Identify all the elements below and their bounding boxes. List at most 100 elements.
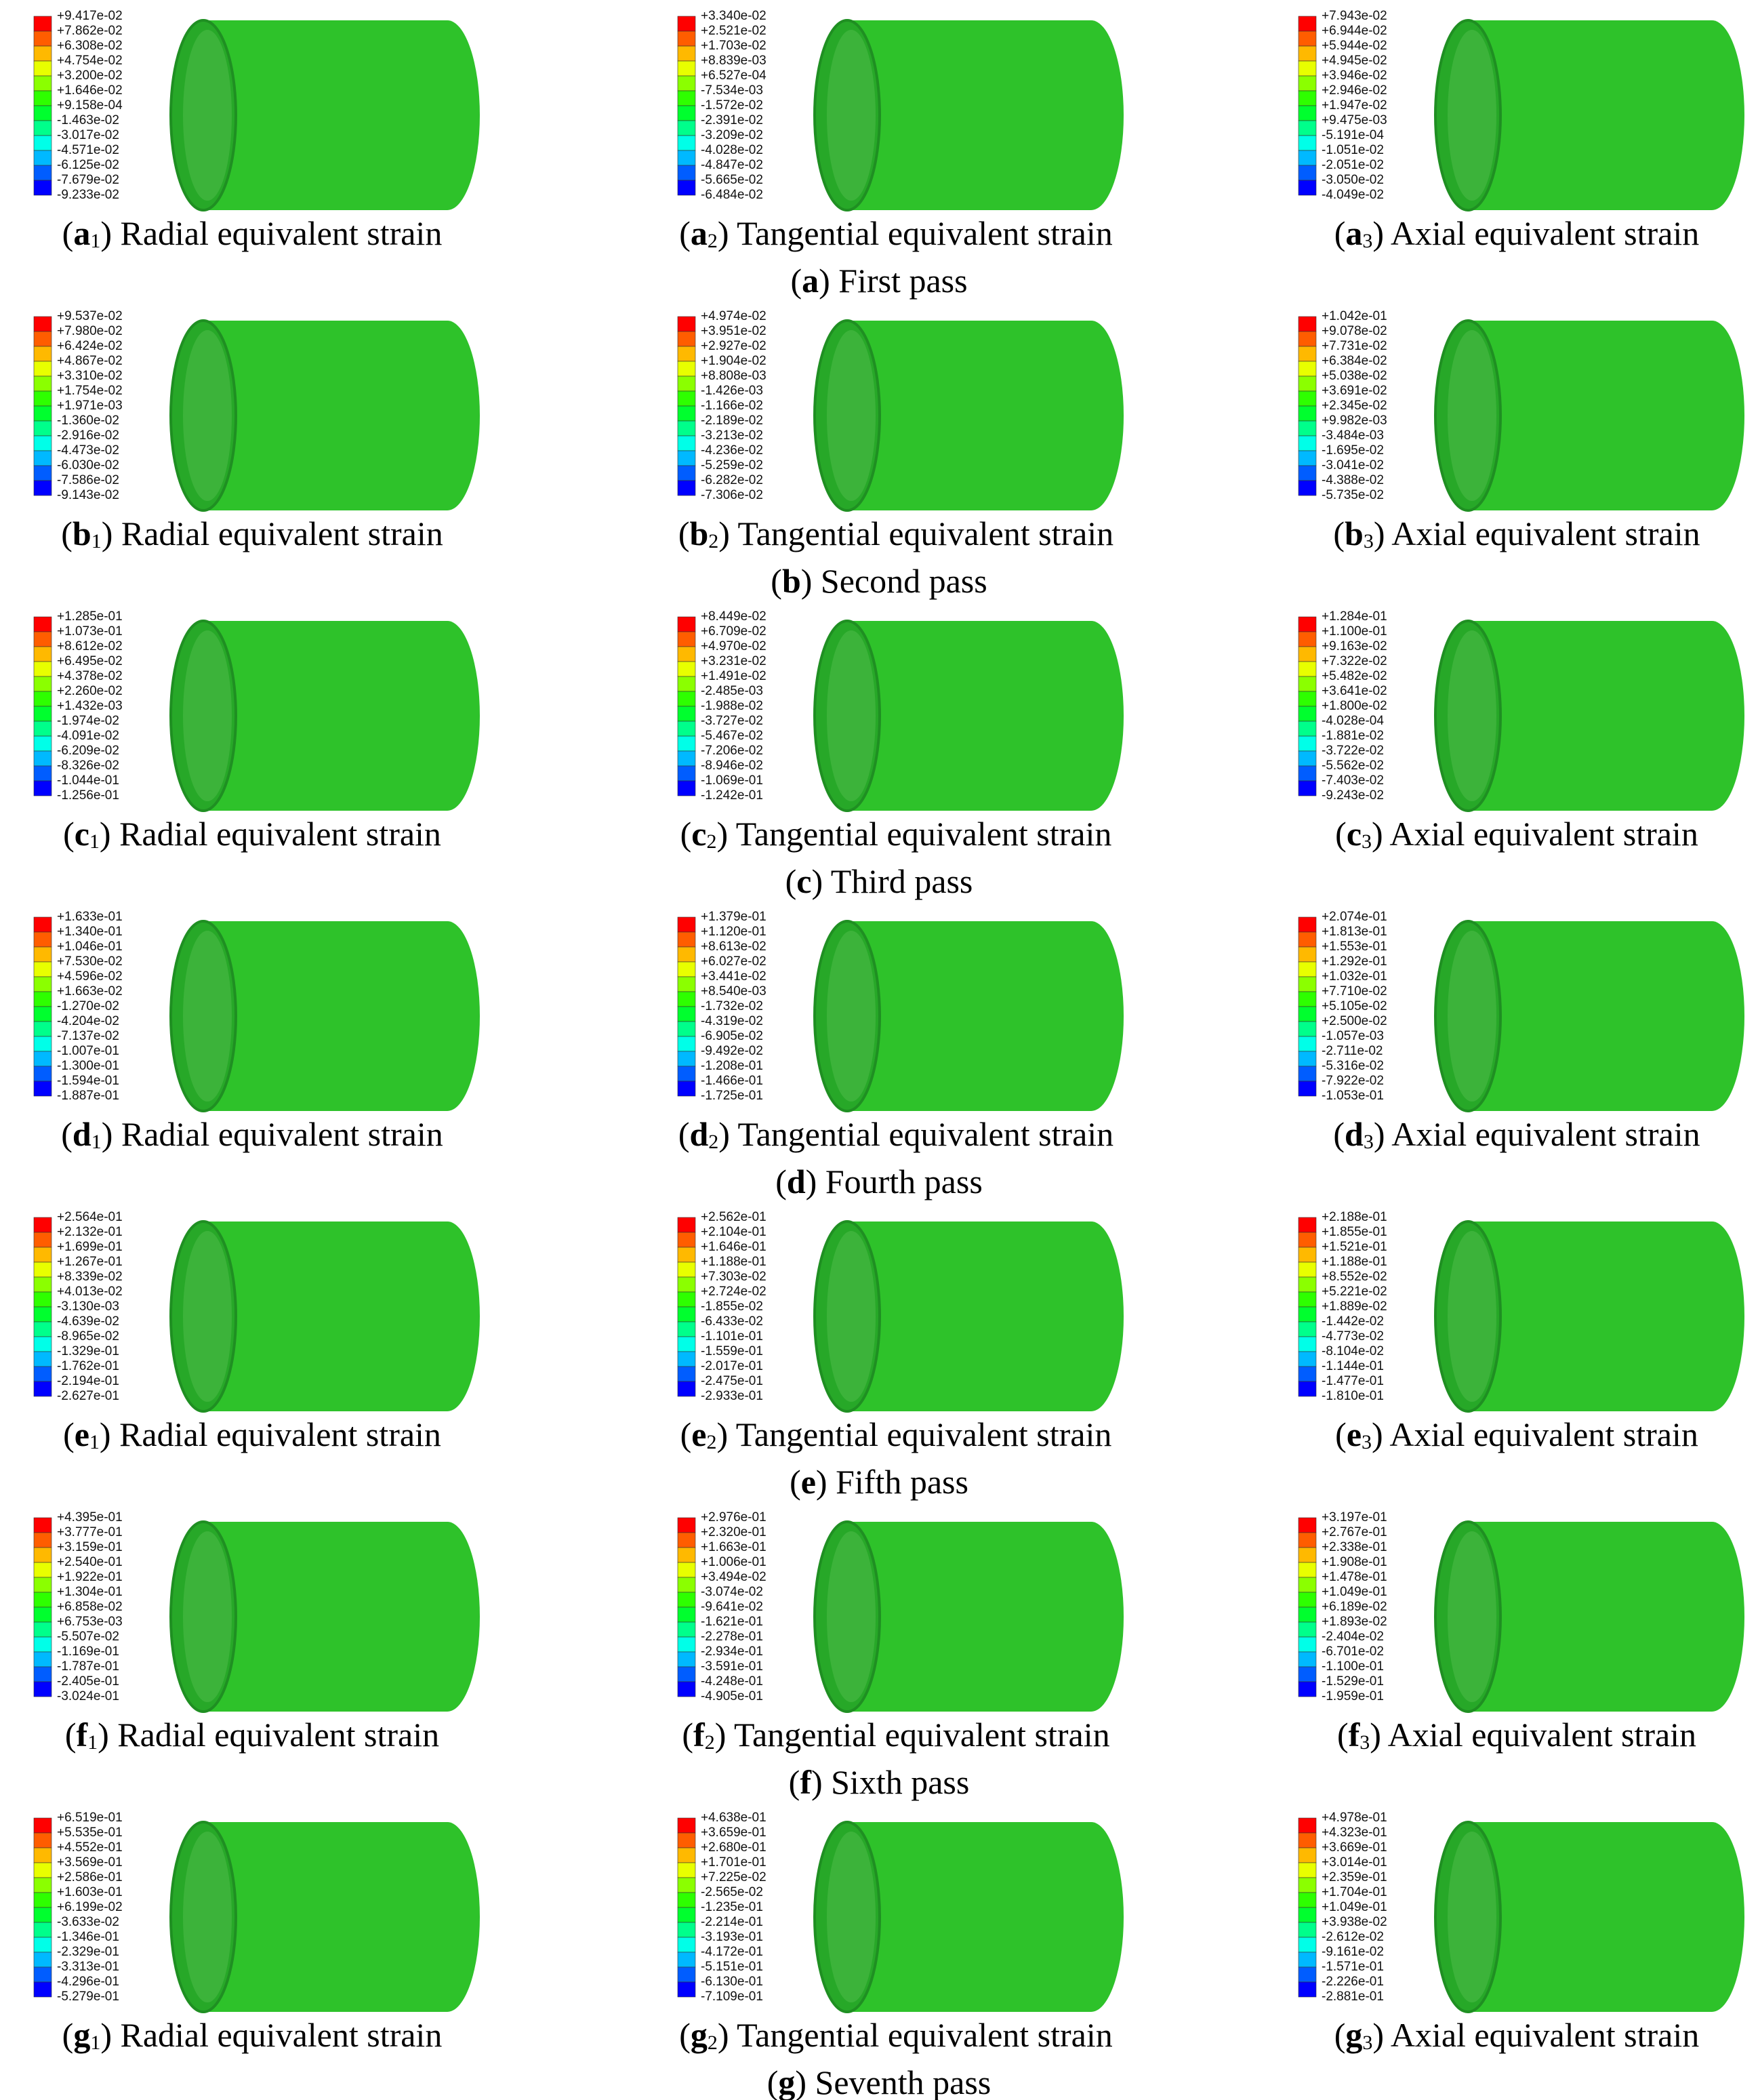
caption-open: ( xyxy=(679,2016,691,2054)
caption-letter: b xyxy=(1345,514,1364,552)
colorbar-bin xyxy=(1298,1247,1317,1263)
caption-text: ) Tangential equivalent strain xyxy=(715,1716,1110,1754)
legend-label: +1.478e-01 xyxy=(1322,1570,1387,1584)
legend-label: -5.467e-02 xyxy=(701,729,763,743)
colorbar-bin xyxy=(33,1862,52,1878)
legend-label: -1.346e-01 xyxy=(57,1930,119,1944)
legend-label: +9.537e-02 xyxy=(57,309,123,323)
colorbar-bin xyxy=(677,120,696,136)
caption-index: 2 xyxy=(708,530,718,552)
colorbar-bin xyxy=(33,1877,52,1893)
colorbar-bin xyxy=(677,721,696,737)
legend-label: +6.199e-02 xyxy=(57,1900,123,1914)
panel-caption: (e1) Radial equivalent strain xyxy=(63,1415,441,1453)
colorbar-bin xyxy=(33,735,52,752)
tube-body xyxy=(1468,20,1744,210)
colorbar-bin xyxy=(33,1621,52,1638)
colorbar-bin xyxy=(677,420,696,437)
colorbar-bin xyxy=(1298,1562,1317,1578)
panel-caption: (e2) Tangential equivalent strain xyxy=(680,1415,1112,1453)
colorbar-bin xyxy=(677,1247,696,1263)
colorbar-bin xyxy=(33,90,52,106)
legend-label: +2.586e-01 xyxy=(57,1870,123,1884)
colorbar-bin xyxy=(1298,1681,1317,1697)
colorbar-bin xyxy=(33,1336,52,1352)
colorbar-bin xyxy=(1298,1021,1317,1037)
colorbar-bin xyxy=(677,946,696,963)
legend-label: +1.603e-01 xyxy=(57,1885,123,1899)
colorbar-bin xyxy=(1298,765,1317,782)
legend-label: -2.475e-01 xyxy=(701,1374,763,1388)
colorbar-bin xyxy=(1298,390,1317,407)
legend-label: +6.519e-01 xyxy=(57,1811,123,1825)
legend-label: +1.893e-02 xyxy=(1322,1615,1387,1629)
legend-label: +3.569e-01 xyxy=(57,1855,123,1870)
legend-label: -1.051e-02 xyxy=(1322,143,1384,157)
legend-label: -4.049e-02 xyxy=(1322,188,1384,202)
legend-label: -3.050e-02 xyxy=(1322,173,1384,187)
caption-text: ) Axial equivalent strain xyxy=(1372,815,1698,853)
caption-index: 2 xyxy=(705,1731,715,1754)
colorbar-bin xyxy=(677,135,696,151)
colorbar-bin xyxy=(677,1006,696,1022)
legend-label: -9.161e-02 xyxy=(1322,1945,1384,1959)
colorbar-bin xyxy=(1298,1607,1317,1623)
colorbar-bin xyxy=(1298,435,1317,451)
legend-label: +5.221e-02 xyxy=(1322,1285,1387,1299)
caption-letter: e xyxy=(691,1415,706,1453)
caption-index: 2 xyxy=(706,830,716,853)
legend-label: -6.484e-02 xyxy=(701,188,763,202)
colorbar-bin xyxy=(33,1276,52,1293)
caption-open: ( xyxy=(1335,1415,1347,1453)
legend-label: -4.248e-01 xyxy=(701,1674,763,1689)
colorbar-bin xyxy=(33,1952,52,1968)
legend-label: -4.571e-02 xyxy=(57,143,119,157)
legend-label: +2.946e-02 xyxy=(1322,83,1387,98)
legend-label: +2.359e-01 xyxy=(1322,1870,1387,1884)
legend-label: +3.014e-01 xyxy=(1322,1855,1387,1870)
tube-inner xyxy=(183,1832,232,2002)
caption-text: ) Axial equivalent strain xyxy=(1374,514,1700,552)
legend-label: +1.292e-01 xyxy=(1322,954,1387,969)
colorbar-bin xyxy=(677,1666,696,1682)
colorbar-bin xyxy=(1298,135,1317,151)
legend-label: -6.125e-02 xyxy=(57,158,119,172)
legend-label: +2.564e-01 xyxy=(57,1210,123,1224)
colorbar-bin xyxy=(1298,1877,1317,1893)
caption-letter: e xyxy=(1347,1415,1362,1453)
caption-open: ( xyxy=(1335,815,1347,853)
legend-label: +5.944e-02 xyxy=(1322,39,1387,53)
colorbar-bin xyxy=(1298,346,1317,362)
panel: +4.974e-02+3.951e-02+2.927e-02+1.904e-02… xyxy=(677,309,1124,552)
legend-label: +9.158e-04 xyxy=(57,98,123,113)
colorbar-bin xyxy=(1298,1892,1317,1908)
colorbar-bin xyxy=(33,1261,52,1278)
legend-label: -3.633e-02 xyxy=(57,1915,119,1929)
colorbar-bin xyxy=(33,390,52,407)
caption-open: ( xyxy=(680,1415,692,1453)
colorbar-bin xyxy=(1298,646,1317,662)
panel: +4.638e-01+3.659e-01+2.680e-01+1.701e-01… xyxy=(677,1811,1124,2054)
legend-label: -4.319e-02 xyxy=(701,1014,763,1028)
colorbar-bin xyxy=(33,1892,52,1908)
legend-label: +2.521e-02 xyxy=(701,24,766,38)
tube-inner xyxy=(1448,1531,1496,1702)
tube-inner xyxy=(827,1231,876,1402)
legend-label: -1.855e-02 xyxy=(701,1299,763,1314)
caption-letter: a xyxy=(73,214,90,252)
tube-body xyxy=(847,621,1124,811)
legend-label: +8.613e-02 xyxy=(701,940,766,954)
colorbar-bin xyxy=(33,1922,52,1938)
legend-label: -1.695e-02 xyxy=(1322,443,1384,458)
colorbar-bin xyxy=(677,1562,696,1578)
colorbar-bin xyxy=(1298,691,1317,707)
colorbar-bin xyxy=(33,616,52,632)
legend-label: +1.971e-03 xyxy=(57,399,123,413)
colorbar-bin xyxy=(33,1607,52,1623)
legend-label: +4.323e-01 xyxy=(1322,1825,1387,1840)
row-caption: (d) Fourth pass xyxy=(775,1163,983,1200)
colorbar-bin xyxy=(33,1081,52,1097)
colorbar-bin xyxy=(33,450,52,466)
legend-label: -1.208e-01 xyxy=(701,1059,763,1073)
legend-label: -7.109e-01 xyxy=(701,1990,763,2004)
